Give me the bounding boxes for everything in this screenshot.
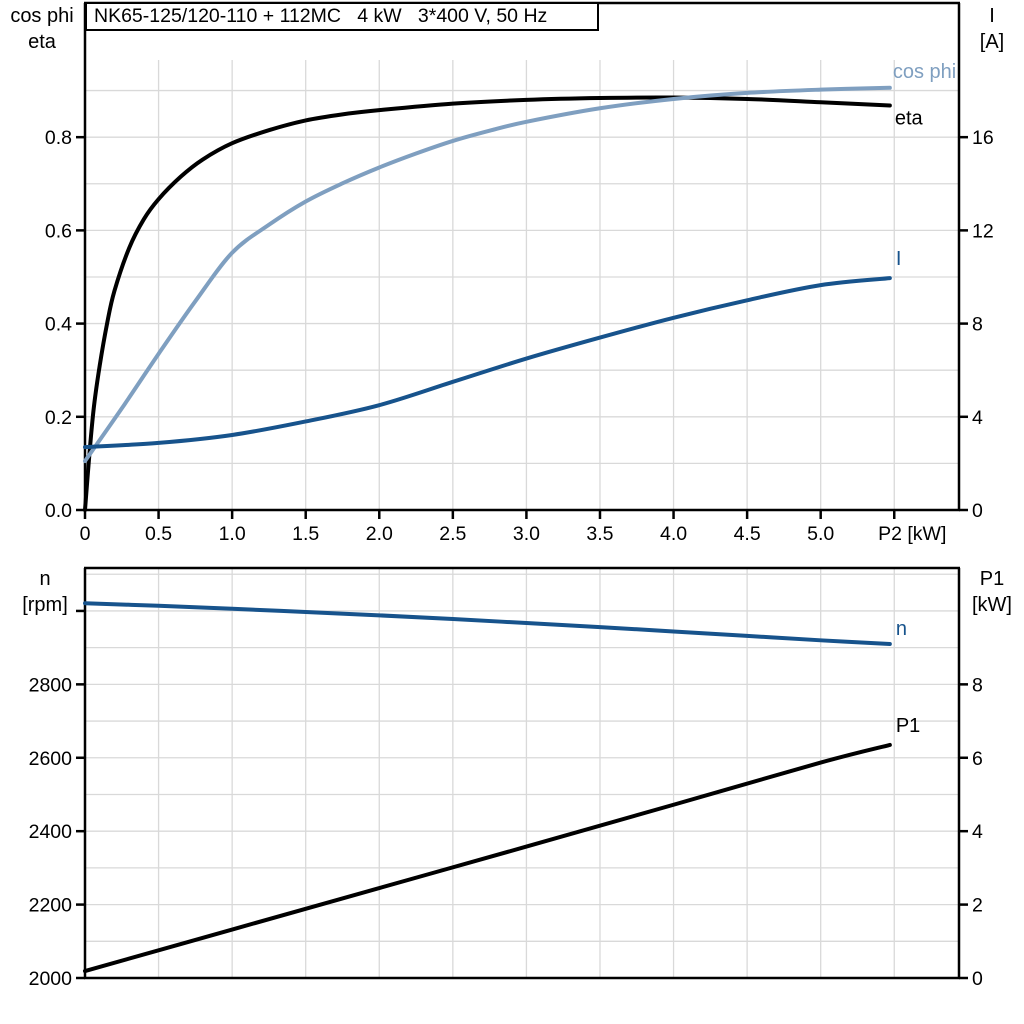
- svg-text:0.2: 0.2: [45, 407, 72, 429]
- svg-text:12: 12: [972, 220, 994, 242]
- svg-text:0: 0: [972, 500, 983, 522]
- axis-ticks-chart-2: [76, 609, 968, 980]
- svg-text:0.4: 0.4: [45, 314, 72, 336]
- svg-text:2800: 2800: [29, 674, 73, 696]
- right-axis-title-line1: I: [989, 5, 995, 27]
- svg-text:5.0: 5.0: [807, 523, 834, 545]
- curve-eta: [83, 95, 892, 512]
- svg-text:0.6: 0.6: [45, 220, 72, 242]
- svg-text:4: 4: [972, 407, 983, 429]
- left-axis-title-line1: n: [39, 568, 51, 590]
- svg-text:3.5: 3.5: [586, 523, 613, 545]
- svg-text:1.5: 1.5: [292, 523, 319, 545]
- left-axis-title-line2: [rpm]: [22, 594, 68, 616]
- curve-label-n: n: [896, 618, 907, 640]
- curve-n: [83, 601, 892, 646]
- right-axis-title-line2: [A]: [979, 31, 1005, 53]
- svg-text:P2 [kW]: P2 [kW]: [878, 523, 946, 545]
- plot-frame-chart-1: [83, 1, 961, 512]
- curve-p1: [83, 742, 892, 974]
- axis-tick-labels-chart-2: 2000 2200 2400 2600 2800 0 2 4 6 8: [29, 674, 983, 990]
- svg-text:2: 2: [972, 895, 983, 917]
- svg-text:8: 8: [972, 674, 983, 696]
- top-chart-right-axis-title: I [A]: [961, 3, 1023, 55]
- svg-text:4.5: 4.5: [734, 523, 761, 545]
- svg-text:2400: 2400: [29, 821, 73, 843]
- svg-text:2200: 2200: [29, 895, 73, 917]
- svg-text:2.0: 2.0: [366, 523, 393, 545]
- plot-frame-chart-2: [83, 566, 961, 980]
- curve-cos-phi: [83, 85, 892, 464]
- curve-label-eta: eta: [895, 107, 924, 129]
- svg-text:4: 4: [972, 821, 983, 843]
- title-box: NK65-125/120-110 + 112MC 4 kW 3*400 V, 5…: [85, 2, 599, 31]
- curve-label-i: I: [896, 248, 902, 270]
- svg-text:2600: 2600: [29, 748, 73, 770]
- svg-text:8: 8: [972, 314, 983, 336]
- svg-text:4.0: 4.0: [660, 523, 687, 545]
- svg-text:6: 6: [972, 748, 983, 770]
- svg-text:3.0: 3.0: [513, 523, 540, 545]
- svg-text:0: 0: [972, 968, 983, 990]
- bottom-chart-right-axis-title: P1 [kW]: [961, 566, 1023, 618]
- svg-text:0.0: 0.0: [45, 500, 72, 522]
- axis-ticks-chart-1: [76, 135, 968, 519]
- svg-text:2000: 2000: [29, 968, 73, 990]
- left-axis-title-line1: cos phi: [10, 5, 74, 27]
- gridlines-chart-1: [85, 60, 959, 510]
- curve-label-p1: P1: [896, 715, 920, 737]
- top-chart-left-axis-title: cos phi eta: [0, 3, 84, 55]
- bottom-chart-left-axis-title: n [rpm]: [8, 566, 82, 618]
- right-axis-title-line2: [kW]: [972, 594, 1012, 616]
- svg-text:16: 16: [972, 127, 994, 149]
- right-axis-title-line1: P1: [979, 568, 1005, 590]
- svg-text:0.5: 0.5: [145, 523, 172, 545]
- left-axis-title-line2: eta: [28, 31, 56, 53]
- curve-i: [83, 276, 892, 450]
- curve-label-cos-phi: cos phi: [893, 61, 956, 83]
- svg-text:1.0: 1.0: [219, 523, 246, 545]
- axis-tick-labels-chart-1: 0.0 0.2 0.4 0.6 0.8 0 4 8 12 16 0 0.5 1.0 1.5 2.0 2.5 3.…: [45, 127, 994, 545]
- svg-text:0: 0: [80, 523, 91, 545]
- svg-text:0.8: 0.8: [45, 127, 72, 149]
- svg-text:2.5: 2.5: [439, 523, 466, 545]
- gridlines-chart-2: [85, 568, 959, 978]
